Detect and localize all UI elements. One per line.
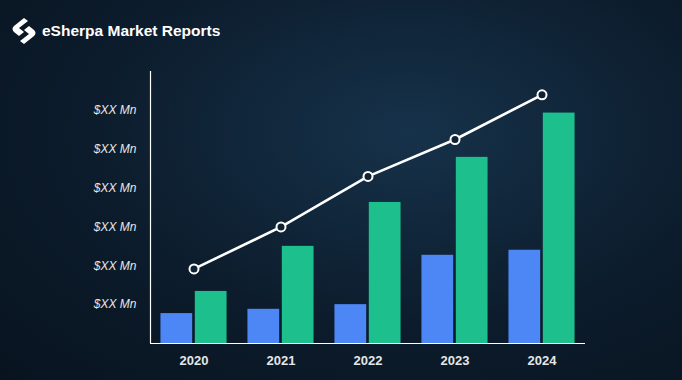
svg-text:$XX Mn: $XX Mn — [93, 259, 137, 273]
html-text:eSherpa Market Reports: eSherpa Market Reports — [42, 22, 221, 39]
svg-text:$XX Mn: $XX Mn — [93, 297, 137, 311]
svg-text:2022: 2022 — [354, 353, 383, 368]
svg-text:$XX Mn: $XX Mn — [93, 220, 137, 234]
svg-text:2020: 2020 — [180, 353, 209, 368]
svg-text:$XX Mn: $XX Mn — [93, 103, 137, 117]
svg-text:$XX Mn: $XX Mn — [93, 142, 137, 156]
svg-text:$XX Mn: $XX Mn — [93, 181, 137, 195]
svg-text:2024: 2024 — [528, 353, 558, 368]
svg-text:2021: 2021 — [267, 353, 296, 368]
svg-text:2023: 2023 — [441, 353, 470, 368]
